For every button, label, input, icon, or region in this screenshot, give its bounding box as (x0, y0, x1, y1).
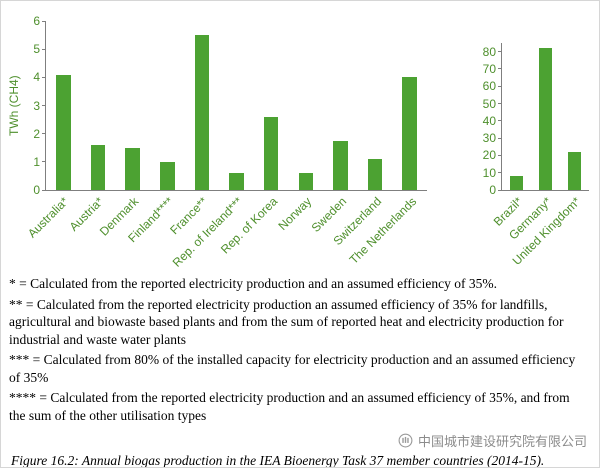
footnote-single-star: * = Calculated from the reported electri… (9, 276, 497, 291)
y-tick-50: 50 (483, 98, 502, 110)
y-tick-40: 40 (483, 115, 502, 127)
bar-Sweden (333, 140, 348, 190)
bar-slot (219, 21, 254, 190)
plot-area: 0 1 2 3 4 5 6 (33, 15, 427, 196)
y-axis-ticks: 0 1 2 3 4 5 6 (33, 15, 427, 196)
bar-Austria* (90, 144, 106, 190)
y-tick-20: 20 (483, 149, 502, 161)
bar-slot (358, 21, 393, 190)
bar-The Netherlands (402, 77, 417, 190)
bar-slot (288, 21, 323, 190)
y-tick-80: 80 (483, 46, 502, 58)
x-axis-labels: Australia* Austria* Denmark Finland**** Fran… (25, 193, 427, 269)
bar-France** (194, 35, 210, 190)
y-axis-ticks: 0 10 20 30 40 50 60 70 80 (483, 43, 589, 196)
bar-Norway (298, 173, 314, 190)
watermark: 中国城市建设研究院有限公司 (1, 427, 599, 450)
bar-Switzerland (367, 159, 383, 190)
bar-Australia* (56, 74, 71, 190)
y-tick-3: 3 (33, 100, 46, 112)
bar-Brazil* (510, 176, 523, 190)
bar-slot (392, 21, 427, 190)
y-tick-2: 2 (33, 128, 46, 140)
y-tick-1: 1 (33, 156, 46, 168)
figure-caption: Figure 16.2: Annual biogas production in… (11, 453, 545, 468)
y-tick-6: 6 (33, 15, 46, 27)
y-tick-70: 70 (483, 63, 502, 75)
bar-Denmark (125, 147, 140, 190)
bar-slot (531, 43, 560, 190)
y-tick-60: 60 (483, 80, 502, 92)
plot-area: 0 10 20 30 40 50 60 70 80 (483, 43, 589, 196)
bar-slot (560, 43, 589, 190)
bar-slot (81, 21, 116, 190)
bar-slot (502, 43, 531, 190)
footnote-double-star: ** = Calculated from the reported electr… (9, 296, 564, 347)
y-tick-30: 30 (483, 132, 502, 144)
biogas-chart-large-producers: 0 10 20 30 40 50 60 70 80 Brazil* Germany* United … (465, 11, 593, 268)
y-tick-0: 0 (489, 184, 502, 196)
bar-Germany* (539, 48, 552, 190)
y-tick-0: 0 (33, 184, 46, 196)
biogas-chart-main: TWh (CH4) 0 1 2 3 4 5 6 Australia* Austria* Denm… (7, 11, 431, 270)
watermark-text: 中国城市建设研究院有限公司 (417, 434, 587, 450)
y-tick-10: 10 (483, 167, 502, 179)
bar-Rep. of Korea (263, 116, 279, 190)
bar-United Kingdom* (568, 151, 581, 190)
y-tick-5: 5 (33, 43, 46, 55)
bar-slot (46, 21, 81, 190)
bar-slot (323, 21, 358, 190)
y-axis-title: TWh (CH4) (7, 75, 21, 137)
bar-slot (254, 21, 289, 190)
bar-slot (185, 21, 220, 190)
footnotes-block: * = Calculated from the reported electri… (1, 263, 599, 424)
bar-Rep. of Ireland*** (229, 173, 244, 190)
y-tick-4: 4 (33, 71, 46, 83)
bar-slot (150, 21, 185, 190)
x-axis-labels: Brazil* Germany* United Kingdom* (490, 193, 589, 268)
company-logo-icon (398, 433, 413, 448)
charts-section: TWh (CH4) 0 1 2 3 4 5 6 Australia* Austria* Denm… (1, 1, 599, 270)
bar-Finland**** (159, 161, 175, 190)
footnote-quadruple-star: **** = Calculated from the reported elec… (9, 390, 570, 423)
bar-slot (115, 21, 150, 190)
footnote-triple-star: *** = Calculated from 80% of the install… (9, 352, 576, 385)
